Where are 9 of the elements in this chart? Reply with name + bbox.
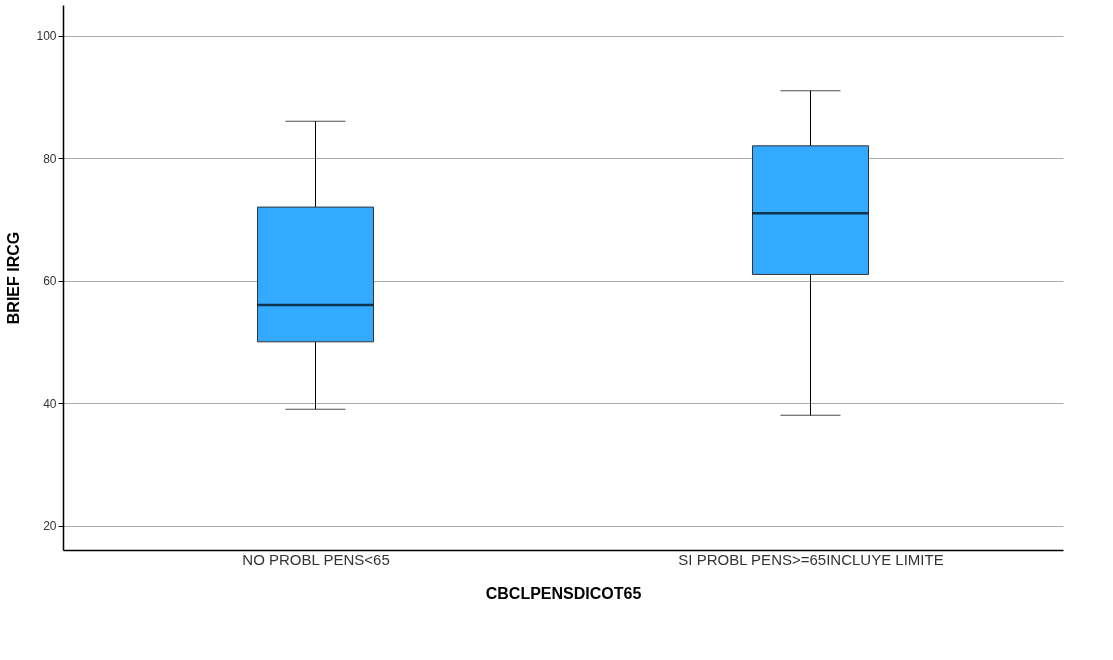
y-tick-label: 40	[43, 396, 57, 411]
y-tick-label: 80	[43, 151, 57, 166]
x-tick-label: NO PROBL PENS<65	[242, 550, 390, 568]
y-tick-label: 100	[36, 29, 57, 44]
y-tick-label: 20	[43, 519, 57, 534]
y-axis-title: BRIEF IRCG	[5, 231, 23, 325]
y-tick-label: 60	[43, 274, 57, 289]
x-tick-label: SI PROBL PENS>=65INCLUYE LIMITE	[678, 550, 944, 568]
x-axis-title: CBCLPENSDICOT65	[485, 584, 642, 602]
